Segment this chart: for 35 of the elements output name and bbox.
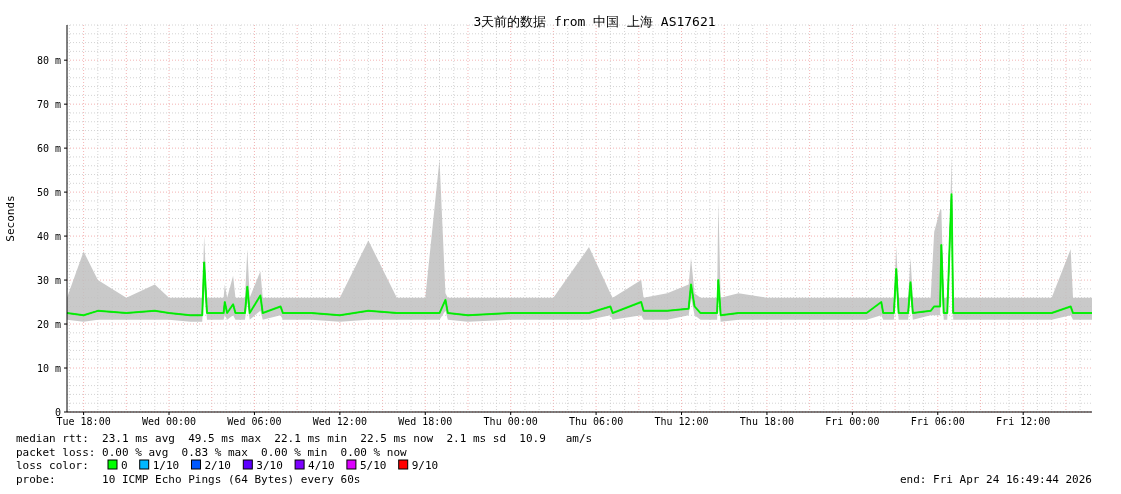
y-tick-label: 20 m <box>36 318 61 330</box>
x-tick-label: Thu 06:00 <box>569 416 624 427</box>
y-tick-label: 70 m <box>36 98 61 110</box>
text: loss color: <box>16 459 89 472</box>
text: 0 <box>121 459 128 472</box>
x-tick-label: Wed 18:00 <box>398 416 453 427</box>
text: median rtt: 23.1 ms avg 49.5 ms max 22.1 ms min 22.5 ms now 2.1 ms sd 10.9 am/s <box>16 432 593 445</box>
y-tick-label: 30 m <box>36 274 61 286</box>
x-tick-label: Thu 18:00 <box>739 416 795 427</box>
x-tick-label: Wed 00:00 <box>141 416 197 427</box>
x-tick-label: Fri 00:00 <box>825 416 880 427</box>
x-tick-label: Wed 06:00 <box>227 416 282 427</box>
x-tick-label: Tue 18:00 <box>56 416 111 427</box>
text: probe: 10 ICMP Echo Pings (64 Bytes) every 60s <box>16 472 361 486</box>
text: 1/10 <box>152 459 180 472</box>
x-tick-label: Thu 00:00 <box>483 416 538 427</box>
text: 5/10 <box>359 459 387 472</box>
text: 3/10 <box>256 459 283 472</box>
y-axis-title: Seconds <box>4 195 17 242</box>
x-tick-label: Wed 12:00 <box>312 416 367 427</box>
text: 9/10 <box>411 459 439 472</box>
y-tick-label: 80 m <box>36 54 61 66</box>
y-tick-label: 60 m <box>36 142 61 154</box>
y-tick-label: 40 m <box>36 230 61 242</box>
y-tick-label: 50 m <box>36 186 61 198</box>
text: 2/10 <box>204 459 231 472</box>
y-tick-label: 10 m <box>36 362 61 374</box>
text: 4/10 <box>308 459 335 472</box>
text: packet loss: 0.00 % avg 0.83 % max 0.00 % min 0.00 % now <box>16 445 408 459</box>
y-tick-label: 0 <box>54 406 61 418</box>
x-tick-label: Thu 12:00 <box>654 416 709 427</box>
chart-title: 3天前的数据 from 中国 上海 AS17621 <box>473 14 716 29</box>
x-tick-label: Fri 06:00 <box>910 416 965 427</box>
text: end: Fri Apr 24 16:49:44 2026 <box>899 472 1092 486</box>
x-tick-label: Fri 12:00 <box>996 416 1051 427</box>
